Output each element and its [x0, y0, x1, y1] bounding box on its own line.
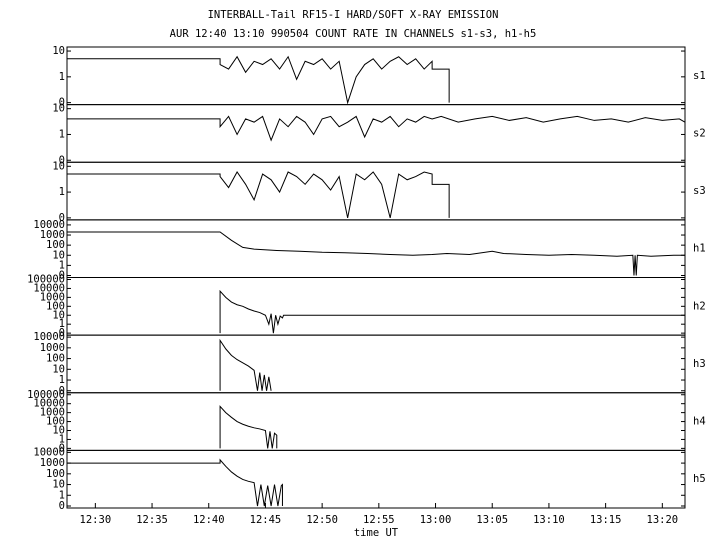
y-tick-label: 1: [59, 259, 65, 271]
chart-subtitle: AUR 12:40 13:10 990504 COUNT RATE IN CHA…: [170, 28, 537, 40]
panel-label: h3: [693, 358, 706, 370]
x-tick-label: 13:20: [647, 514, 679, 526]
panel-label: s3: [693, 185, 706, 197]
x-tick-label: 12:50: [306, 514, 338, 526]
y-tick-label: 10000: [33, 331, 65, 343]
data-line: [67, 115, 686, 142]
x-tick-label: 13:05: [476, 514, 508, 526]
y-tick-label: 10: [52, 425, 65, 437]
y-tick-label: 0: [59, 154, 65, 166]
y-tick-label: 10000: [33, 398, 65, 410]
y-tick-label: 0: [59, 97, 65, 109]
y-tick-label: 1000: [40, 291, 65, 303]
y-tick-label: 100: [46, 468, 65, 480]
y-tick-label: 10: [52, 479, 65, 491]
y-tick-label: 10: [52, 249, 65, 261]
y-tick-label: 1: [59, 71, 65, 83]
y-tick-label: 10: [52, 103, 65, 115]
y-tick-label: 1000: [40, 457, 65, 469]
x-axis-label: time UT: [354, 527, 399, 539]
y-tick-label: 0: [59, 270, 65, 282]
x-tick-label: 12:30: [80, 514, 112, 526]
panel-label: s2: [693, 127, 706, 139]
x-tick-label: 12:40: [193, 514, 225, 526]
y-tick-label: 10000: [33, 446, 65, 458]
y-tick-label: 1: [59, 128, 65, 140]
y-tick-label: 10: [52, 45, 65, 57]
data-line: [67, 231, 685, 276]
y-tick-label: 1: [59, 186, 65, 198]
panel-frame: [66, 449, 686, 509]
y-tick-label: 1000: [40, 229, 65, 241]
y-tick-label: 100: [46, 416, 65, 428]
data-line: [219, 338, 272, 391]
y-tick-label: 1: [59, 489, 65, 501]
panel-label: h1: [693, 243, 706, 255]
panel-label: h4: [693, 416, 706, 428]
y-tick-label: 1: [59, 318, 65, 330]
y-tick-label: 10000: [33, 282, 65, 294]
y-tick-label: 1000: [40, 342, 65, 354]
y-tick-label: 100: [46, 239, 65, 251]
panel-label: h5: [693, 473, 706, 485]
data-line: [67, 171, 450, 219]
x-tick-label: 13:10: [533, 514, 565, 526]
data-line: [219, 405, 278, 449]
panel-label: h2: [693, 300, 706, 312]
y-tick-label: 100000: [27, 389, 65, 401]
x-tick-label: 12:45: [250, 514, 282, 526]
y-tick-label: 1: [59, 374, 65, 386]
y-tick-label: 0: [59, 442, 65, 454]
y-tick-label: 1: [59, 433, 65, 445]
x-tick-label: 12:55: [363, 514, 395, 526]
y-tick-label: 0: [59, 212, 65, 224]
data-line: [67, 458, 283, 507]
y-tick-label: 0: [59, 500, 65, 512]
y-tick-label: 10000: [33, 219, 65, 231]
y-tick-label: 100000: [27, 274, 65, 286]
y-tick-label: 100: [46, 353, 65, 365]
panel-label: s1: [693, 70, 706, 82]
y-tick-label: 1000: [40, 407, 65, 419]
chart-title: INTERBALL-Tail RF15-I HARD/SOFT X-RAY EM…: [208, 9, 499, 21]
y-tick-label: 0: [59, 385, 65, 397]
y-tick-label: 10: [52, 363, 65, 375]
data-line: [219, 289, 685, 334]
y-tick-label: 10: [52, 160, 65, 172]
y-tick-label: 10: [52, 309, 65, 321]
x-tick-label: 12:35: [136, 514, 168, 526]
y-tick-label: 100: [46, 300, 65, 312]
data-line: [67, 55, 450, 105]
x-tick-label: 13:15: [590, 514, 622, 526]
x-tick-label: 13:00: [420, 514, 452, 526]
y-tick-label: 0: [59, 327, 65, 339]
